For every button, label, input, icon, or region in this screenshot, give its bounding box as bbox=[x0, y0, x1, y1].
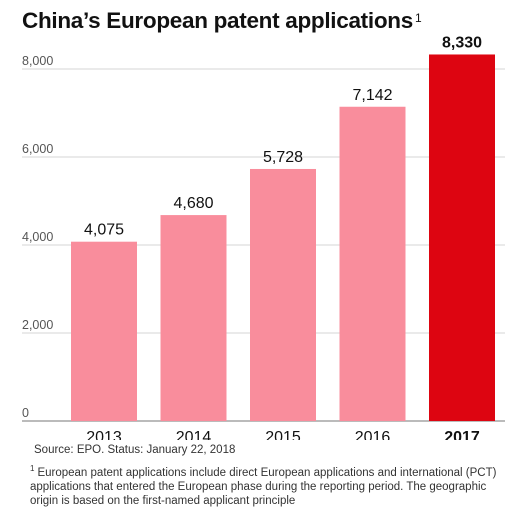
bars bbox=[71, 54, 495, 421]
y-tick-label: 2,000 bbox=[22, 318, 53, 332]
y-tick-label: 0 bbox=[22, 406, 29, 420]
bar bbox=[339, 106, 406, 421]
title-footnote-mark: 1 bbox=[414, 11, 422, 25]
bar bbox=[250, 168, 316, 421]
y-tick-label: 6,000 bbox=[22, 142, 53, 156]
y-tick-label: 4,000 bbox=[22, 230, 53, 244]
source-note: Source: EPO. Status: January 22, 2018 bbox=[34, 444, 236, 456]
x-tick-label: 2016 bbox=[355, 429, 391, 440]
bar bbox=[71, 241, 137, 421]
x-axis-ticks: 2013 2014 2015 2016 2017 bbox=[86, 429, 480, 440]
x-tick-label: 2014 bbox=[176, 429, 212, 440]
data-label: 4,075 bbox=[84, 222, 124, 239]
footnote-text: European patent applications include dir… bbox=[30, 466, 497, 507]
x-tick-label: 2013 bbox=[86, 429, 122, 440]
footnote: 1 European patent applications include di… bbox=[30, 462, 500, 508]
x-tick-label: 2015 bbox=[265, 429, 301, 440]
data-label: 7,142 bbox=[352, 87, 392, 104]
data-labels: 4,075 4,680 5,728 7,142 8,330 bbox=[84, 34, 482, 238]
x-tick-label: 2017 bbox=[444, 429, 480, 440]
footnote-mark: 1 bbox=[30, 464, 35, 473]
data-label: 5,728 bbox=[263, 149, 303, 166]
data-label: 8,330 bbox=[442, 34, 482, 51]
bar bbox=[429, 54, 495, 421]
y-tick-label: 8,000 bbox=[22, 54, 53, 68]
data-label: 4,680 bbox=[173, 195, 213, 212]
bar-chart: 4,075 4,680 5,728 7,142 8,330 0 2,000 4,000 6,0… bbox=[22, 34, 505, 440]
chart-title: China’s European patent applications 1 bbox=[22, 8, 422, 34]
chart-title-text: China’s European patent applications bbox=[22, 8, 413, 33]
bar bbox=[160, 215, 227, 421]
y-axis-ticks: 0 2,000 4,000 6,000 8,000 bbox=[22, 54, 53, 420]
